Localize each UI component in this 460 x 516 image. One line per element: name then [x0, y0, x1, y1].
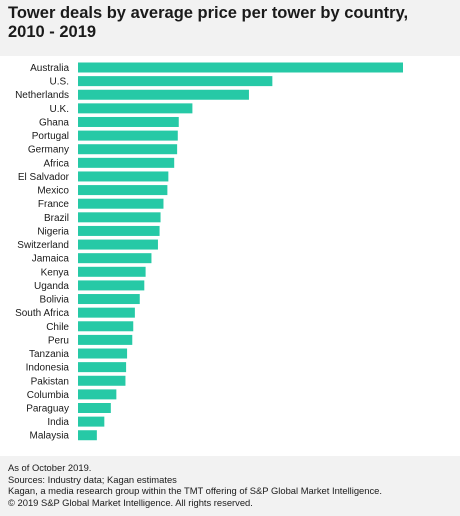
category-label-uganda: Uganda — [34, 281, 69, 292]
bar-mexico — [78, 185, 168, 196]
bar-chart: Australia U.S. Netherlands U.K. Ghana Portuga… — [15, 62, 403, 442]
category-label-portugal: Portugal — [32, 131, 69, 142]
category-label-mexico: Mexico — [37, 186, 69, 197]
footnote-publisher: Kagan, a media research group within the… — [8, 485, 382, 497]
bar-bolivia — [78, 294, 140, 305]
category-label-u-s: U.S. — [50, 77, 69, 88]
bar-jamaica — [78, 253, 152, 264]
category-label-australia: Australia — [30, 63, 69, 74]
bar-u-s — [78, 76, 273, 87]
category-label-el-salvador: El Salvador — [18, 172, 70, 183]
category-label-kenya: Kenya — [41, 267, 70, 278]
bar-u-k — [78, 103, 193, 114]
bar-netherlands — [78, 89, 249, 100]
category-label-india: India — [47, 417, 69, 428]
footnote-copyright: © 2019 S&P Global Market Intelligence. A… — [8, 496, 253, 508]
category-label-brazil: Brazil — [44, 213, 69, 224]
bar-el-salvador — [78, 171, 169, 182]
bar-columbia — [78, 389, 117, 400]
bar-malaysia — [78, 430, 97, 441]
footnote-sources: Sources: Industry data; Kagan estimates — [8, 473, 177, 485]
category-label-switzerland: Switzerland — [17, 240, 69, 251]
bar-kenya — [78, 266, 146, 277]
chart-title-line-2: 2010 - 2019 — [8, 23, 97, 41]
category-label-u-k: U.K. — [50, 104, 69, 115]
category-label-paraguay: Paraguay — [26, 404, 69, 415]
category-label-bolivia: Bolivia — [40, 295, 70, 306]
category-label-indonesia: Indonesia — [26, 363, 70, 374]
category-label-germany: Germany — [28, 145, 69, 156]
category-label-france: France — [38, 199, 70, 210]
bar-switzerland — [78, 239, 158, 250]
bar-indonesia — [78, 362, 127, 373]
category-label-nigeria: Nigeria — [37, 226, 69, 237]
bar-africa — [78, 157, 175, 168]
category-label-pakistan: Pakistan — [31, 376, 69, 387]
category-label-netherlands: Netherlands — [15, 90, 69, 101]
category-label-peru: Peru — [48, 335, 69, 346]
bar-chile — [78, 321, 134, 332]
category-label-malaysia: Malaysia — [30, 431, 70, 442]
footnote-date: As of October 2019. — [8, 462, 92, 473]
bar-tanzania — [78, 348, 128, 359]
bar-australia — [78, 62, 403, 73]
plot-area: Australia U.S. Netherlands U.K. Ghana Portuga… — [0, 56, 460, 456]
bar-peru — [78, 334, 133, 345]
category-label-ghana: Ghana — [39, 117, 69, 128]
bar-india — [78, 416, 105, 427]
bar-brazil — [78, 212, 161, 223]
chart-footer: As of October 2019. Sources: Industry da… — [8, 462, 458, 508]
bar-pakistan — [78, 375, 126, 386]
bar-germany — [78, 144, 178, 155]
category-label-tanzania: Tanzania — [29, 349, 69, 360]
category-label-columbia: Columbia — [27, 390, 70, 401]
bar-france — [78, 198, 164, 209]
chart-title: Tower deals by average price per tower b… — [8, 4, 448, 42]
bar-south-africa — [78, 307, 135, 318]
category-label-jamaica: Jamaica — [32, 254, 70, 265]
bar-uganda — [78, 280, 145, 291]
bar-portugal — [78, 130, 178, 141]
category-label-south-africa: South Africa — [15, 308, 69, 319]
bar-ghana — [78, 116, 179, 127]
bar-paraguay — [78, 403, 111, 413]
bar-nigeria — [78, 225, 160, 236]
chart-title-line-1: Tower deals by average price per tower b… — [8, 4, 409, 22]
category-label-africa: Africa — [43, 158, 69, 169]
category-label-chile: Chile — [46, 322, 69, 333]
